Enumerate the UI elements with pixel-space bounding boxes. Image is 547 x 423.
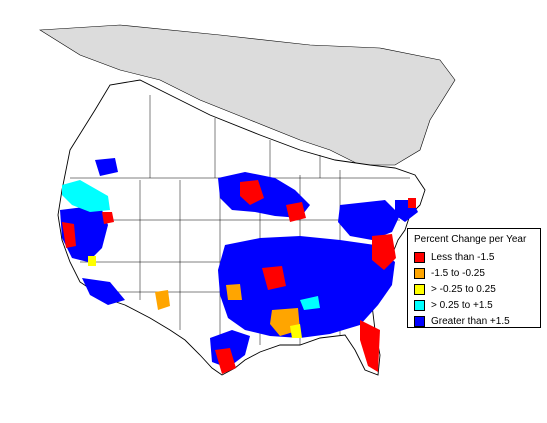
no-data-region	[39, 24, 456, 166]
legend-title: Percent Change per Year	[414, 234, 527, 245]
legend-item-label: > -0.25 to 0.25	[431, 283, 496, 295]
legend-swatch	[414, 251, 425, 263]
legend-item-label: > 0.25 to +1.5	[431, 299, 493, 311]
legend-item-label: Greater than +1.5	[431, 315, 510, 327]
legend-item: > -0.25 to 0.25	[414, 281, 534, 297]
legend-item: Greater than +1.5	[414, 313, 534, 329]
legend-item: -1.5 to -0.25	[414, 265, 534, 281]
legend-item: > 0.25 to +1.5	[414, 297, 534, 313]
legend-swatch	[414, 315, 425, 327]
legend-item-label: -1.5 to -0.25	[431, 267, 485, 279]
legend-item: Less than -1.5	[414, 249, 534, 265]
trend-cells	[60, 158, 418, 374]
legend-item-label: Less than -1.5	[431, 251, 495, 263]
legend-swatch	[414, 299, 425, 311]
legend: Percent Change per Year Less than -1.5 -…	[407, 228, 541, 328]
legend-swatch	[414, 267, 425, 279]
legend-swatch	[414, 283, 425, 295]
